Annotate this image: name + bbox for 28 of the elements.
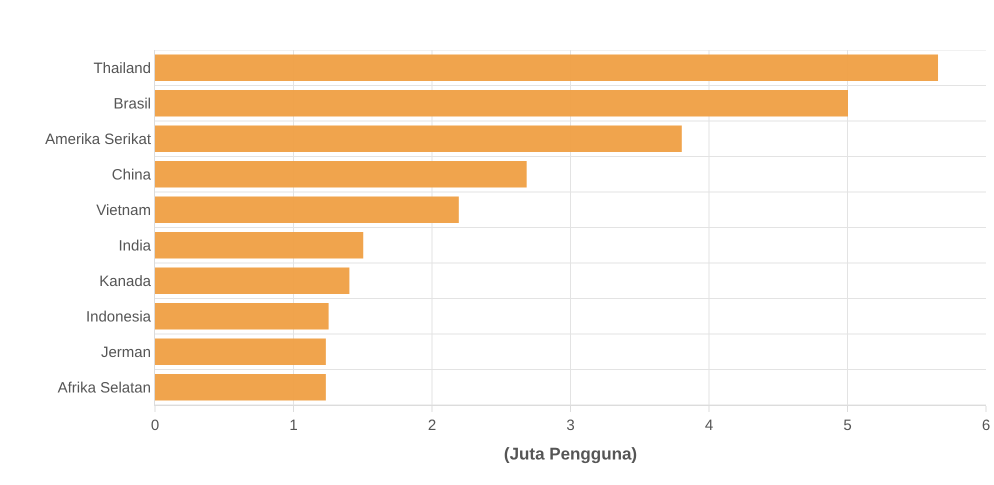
- x-axis-title: (Juta Pengguna): [504, 444, 638, 464]
- bar: [155, 338, 326, 366]
- y-tick-label: Vietnam: [96, 202, 151, 219]
- y-tick-label: Afrika Selatan: [58, 380, 151, 396]
- y-tick-label: Jerman: [100, 344, 151, 361]
- bar: [155, 302, 329, 330]
- x-tick-label: 6: [982, 417, 990, 434]
- x-tick-label: 2: [428, 417, 436, 434]
- bar: [155, 196, 459, 224]
- x-tick-label: 4: [704, 417, 714, 434]
- bar: [155, 54, 938, 82]
- bar: [155, 125, 682, 152]
- x-tick-label: 5: [843, 417, 852, 434]
- bar: [155, 374, 326, 401]
- y-tick-label: Amerika Serikat: [45, 131, 152, 148]
- bar: [155, 232, 364, 259]
- y-tick-label: China: [112, 166, 152, 184]
- y-tick-label: India: [118, 238, 152, 254]
- x-tick-label: 0: [150, 417, 160, 434]
- y-tick-label: Brasil: [113, 96, 151, 112]
- y-tick-label: Kanada: [99, 273, 152, 290]
- y-tick-label: Indonesia: [86, 308, 152, 326]
- y-tick-label: Thailand: [93, 60, 151, 77]
- bar: [155, 160, 527, 188]
- bar: [155, 267, 350, 294]
- x-tick-label: 3: [566, 417, 575, 434]
- x-tick-label: 1: [289, 417, 298, 434]
- bar: [155, 90, 848, 117]
